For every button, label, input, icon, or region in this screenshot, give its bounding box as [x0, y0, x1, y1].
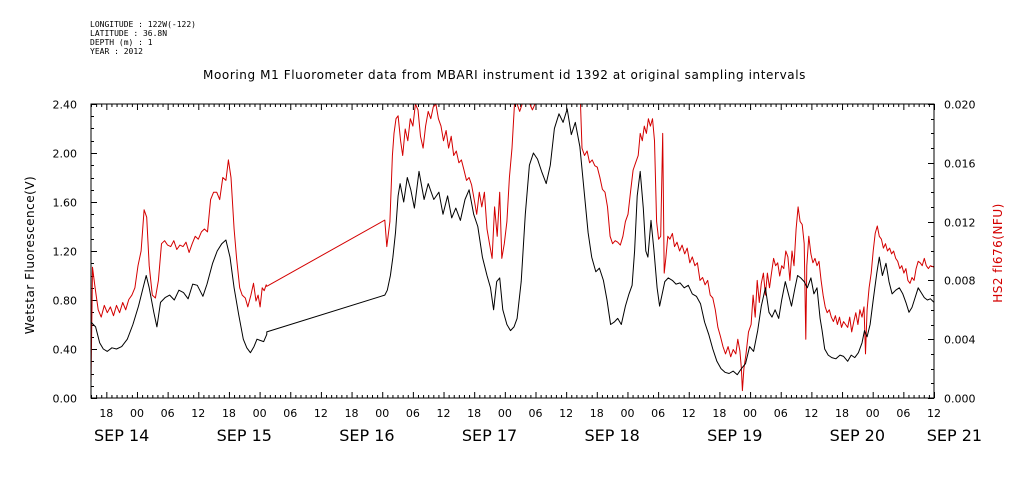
x-date-label: SEP 15 — [217, 426, 272, 445]
x-date-label: SEP 21 — [927, 426, 982, 445]
x-hour-tick-label: 00 — [375, 407, 389, 420]
x-hour-tick-label: 06 — [528, 407, 542, 420]
x-hour-tick-label: 06 — [283, 407, 297, 420]
x-date-label: SEP 19 — [707, 426, 762, 445]
y-right-tick-label: 0.012 — [944, 217, 976, 230]
x-date-label: SEP 20 — [830, 426, 885, 445]
meta-depth: DEPTH (m) : 1 — [90, 38, 153, 47]
x-hour-tick-label: 18 — [467, 407, 481, 420]
hs2-fl676-line — [90, 103, 935, 392]
x-hour-tick-label: 00 — [253, 407, 267, 420]
y-right-tick-label: 0.004 — [944, 334, 976, 347]
x-hour-tick-label: 00 — [620, 407, 634, 420]
x-date-label: SEP 17 — [462, 426, 517, 445]
x-hour-tick-label: 12 — [437, 407, 451, 420]
x-date-label: SEP 16 — [339, 426, 394, 445]
x-hour-tick-label: 12 — [191, 407, 205, 420]
x-hour-tick-label: 00 — [130, 407, 144, 420]
x-hour-tick-label: 18 — [590, 407, 604, 420]
y-right-tick-label: 0.020 — [944, 99, 976, 112]
x-hour-tick-label: 06 — [896, 407, 910, 420]
y-right-tick-label: 0.000 — [944, 393, 976, 406]
y-left-tick-label: 1.60 — [53, 197, 78, 210]
x-hour-tick-label: 12 — [682, 407, 696, 420]
y-left-tick-label: 0.40 — [53, 344, 78, 357]
x-hour-tick-label: 12 — [804, 407, 818, 420]
x-hour-tick-label: 18 — [222, 407, 236, 420]
plot-series — [90, 103, 935, 392]
plot-frame — [90, 103, 935, 399]
meta-latitude: LATITUDE : 36.8N — [90, 29, 168, 38]
x-hour-tick-label: 12 — [559, 407, 573, 420]
x-hour-tick-label: 18 — [712, 407, 726, 420]
x-hour-tick-label: 12 — [314, 407, 328, 420]
metadata-block: LONGITUDE : 122W(-122) LATITUDE : 36.8N … — [90, 20, 196, 56]
y-left-tick-label: 0.00 — [53, 393, 78, 406]
x-hour-tick-label: 12 — [927, 407, 941, 420]
x-hour-tick-label: 06 — [406, 407, 420, 420]
meta-year: YEAR : 2012 — [90, 47, 143, 56]
chart-title: Mooring M1 Fluorometer data from MBARI i… — [202, 68, 807, 82]
x-hour-tick-label: 06 — [161, 407, 175, 420]
x-hour-tick-label: 18 — [835, 407, 849, 420]
axis-labels: 18 00 06 12 18 00 06 12 18 00 06 12 18 00 06 12 18 00 06 12… — [53, 99, 983, 446]
x-hour-tick-label: 00 — [743, 407, 757, 420]
y-left-tick-label: 0.80 — [53, 295, 78, 308]
meta-longitude: LONGITUDE : 122W(-122) — [90, 20, 196, 29]
x-date-label: SEP 14 — [94, 426, 149, 445]
x-hour-tick-label: 00 — [498, 407, 512, 420]
y-right-tick-label: 0.016 — [944, 158, 976, 171]
x-hour-tick-label: 18 — [345, 407, 359, 420]
x-hour-tick-label: 18 — [99, 407, 113, 420]
y-right-tick-label: 0.008 — [944, 275, 976, 288]
wetstar-fluorescence-line — [90, 108, 935, 376]
x-date-label: SEP 18 — [584, 426, 639, 445]
x-hour-tick-label: 06 — [651, 407, 665, 420]
x-hour-tick-label: 06 — [774, 407, 788, 420]
y-left-tick-label: 2.00 — [53, 148, 78, 161]
y-left-tick-label: 1.20 — [53, 246, 78, 259]
y-left-tick-label: 2.40 — [53, 99, 78, 112]
x-hour-tick-label: 00 — [866, 407, 880, 420]
